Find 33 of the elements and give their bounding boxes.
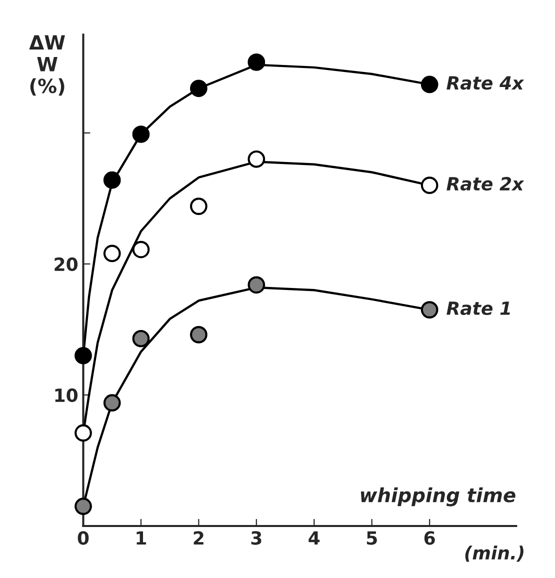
point	[420, 76, 438, 94]
point	[74, 498, 92, 516]
point	[190, 198, 208, 215]
point	[190, 80, 208, 98]
point	[74, 424, 92, 442]
x-tick-label: 3	[251, 531, 262, 545]
text: (min.)	[465, 546, 524, 562]
point	[74, 346, 92, 364]
point	[420, 301, 438, 318]
y-axis-title: ΔW W (%)	[29, 35, 65, 96]
series-label: Rate 4x	[446, 76, 524, 90]
series-label: Rate 2x	[446, 176, 524, 191]
point	[103, 244, 121, 262]
y-tick-label: 20	[54, 257, 78, 272]
point	[103, 394, 121, 412]
x-tick-label: 0	[78, 531, 89, 545]
x-tick-label: 4	[308, 531, 320, 545]
point	[132, 126, 150, 143]
y-tick-label: 10	[55, 388, 78, 402]
x-tick-label: 1	[136, 531, 146, 545]
x-tick-label: 2	[194, 531, 204, 545]
point	[132, 240, 150, 258]
point	[132, 330, 150, 348]
x-tick-label: 5	[366, 531, 377, 545]
point	[248, 54, 266, 71]
point	[190, 326, 208, 344]
series-label: Rate 1	[446, 302, 510, 316]
point	[420, 176, 438, 194]
point	[103, 171, 121, 189]
x-axis-title: whipping time	[360, 487, 516, 506]
point	[248, 276, 266, 294]
x-tick-label: 6	[424, 531, 435, 545]
point	[248, 150, 266, 168]
